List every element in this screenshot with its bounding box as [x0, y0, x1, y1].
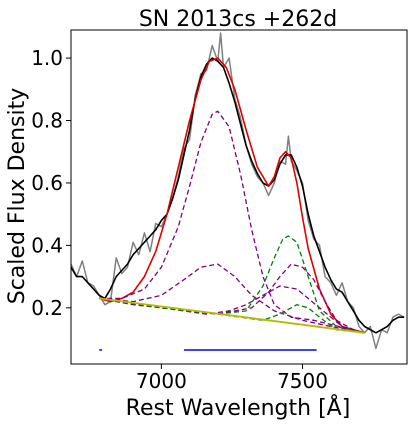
y-tick-label: 0.8 [31, 109, 63, 133]
chart-title: SN 2013cs +262d [139, 7, 337, 32]
series-line-3 [98, 57, 365, 334]
x-tick-label: 7500 [277, 369, 328, 393]
plot-frame [70, 29, 408, 365]
continuum-line [99, 297, 365, 334]
series-line-2 [71, 57, 405, 334]
x-axis-label: Rest Wavelength [Å] [126, 394, 351, 421]
series-line-6 [99, 285, 365, 334]
series-line-5 [99, 263, 365, 334]
x-tick-label: 7000 [136, 369, 187, 393]
series-line-7 [99, 263, 365, 334]
ticks: 7000 7500 0.2 0.4 0.6 0.8 1.0 [31, 46, 328, 393]
y-tick-label: 1.0 [31, 46, 63, 70]
y-tick-label: 0.6 [31, 171, 63, 195]
y-tick-label: 0.4 [31, 233, 63, 257]
y-axis-label: Scaled Flux Density [5, 88, 30, 305]
plot-area [71, 32, 405, 351]
y-tick-label: 0.2 [31, 296, 63, 320]
series-line-4 [99, 110, 365, 334]
